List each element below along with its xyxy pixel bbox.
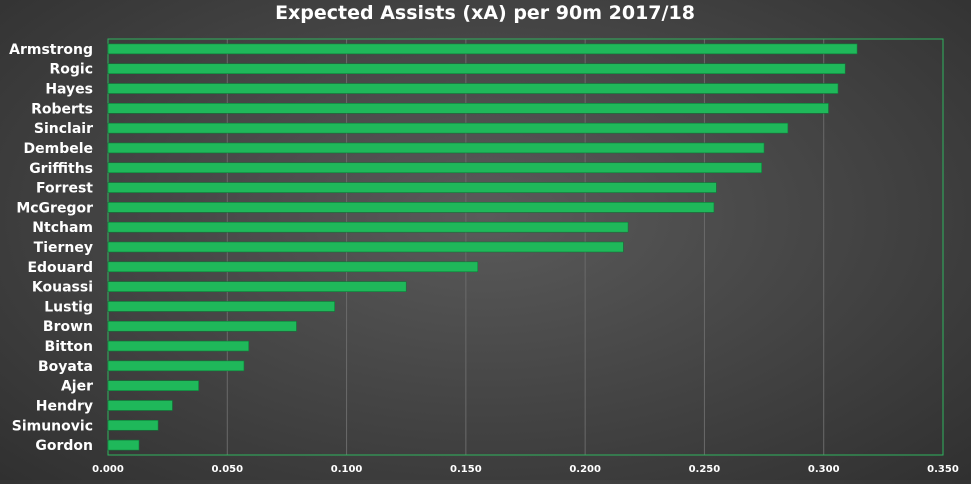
bar [107, 221, 629, 233]
bar [107, 360, 245, 372]
category-label: Sinclair [34, 121, 93, 137]
category-label: Forrest [36, 181, 93, 197]
bar [107, 261, 479, 273]
category-label: Tierney [34, 240, 93, 256]
bar [107, 202, 715, 213]
bar [107, 281, 407, 292]
x-tick-label: 0.050 [211, 464, 243, 475]
category-labels: Armstrong Rogic Hayes Roberts Sinclair Dembel… [9, 42, 93, 454]
category-label: Simunovic [12, 418, 93, 434]
bar [107, 380, 199, 391]
x-tick-label: 0.000 [92, 464, 124, 475]
bar [107, 162, 762, 174]
category-label: Rogic [49, 62, 93, 78]
x-tick-label: 0.200 [569, 464, 601, 475]
bar [107, 340, 250, 352]
x-tick-label: 0.250 [689, 464, 721, 475]
category-label: Hayes [45, 82, 93, 98]
x-tick-label: 0.100 [331, 464, 363, 475]
category-label: Armstrong [9, 42, 93, 58]
bars [107, 43, 858, 451]
category-label: Lustig [44, 299, 93, 315]
bar [107, 400, 173, 411]
x-tick-label: 0.150 [450, 464, 482, 475]
bar [107, 182, 717, 193]
category-label: Hendry [36, 398, 93, 414]
category-label: Boyata [38, 359, 93, 375]
bar [107, 241, 624, 253]
category-label: Dembele [23, 141, 93, 157]
bar [107, 320, 297, 332]
category-label: Ntcham [32, 220, 93, 236]
bar [107, 63, 846, 75]
category-label: Edouard [27, 260, 93, 276]
bar [107, 43, 858, 55]
category-label: Ajer [61, 379, 93, 395]
category-label: Gordon [35, 438, 93, 454]
bar [107, 122, 789, 134]
bar [107, 83, 839, 94]
bar [107, 103, 829, 114]
bar [107, 419, 159, 431]
category-label: Roberts [31, 101, 93, 117]
category-label: Brown [43, 319, 93, 335]
category-label: Griffiths [29, 161, 93, 177]
bar [107, 142, 765, 154]
category-label: McGregor [16, 200, 93, 216]
bar [107, 301, 335, 312]
x-tick-label: 0.350 [927, 464, 959, 475]
category-label: Kouassi [32, 280, 93, 296]
chart-title: Expected Assists (xA) per 90m 2017/18 [275, 2, 695, 24]
category-label: Bitton [45, 339, 93, 355]
bar [107, 439, 140, 451]
x-axis-tick-labels: 0.000 0.050 0.100 0.150 0.200 0.250 0.300 0.350 [92, 464, 959, 475]
x-tick-label: 0.300 [808, 464, 840, 475]
